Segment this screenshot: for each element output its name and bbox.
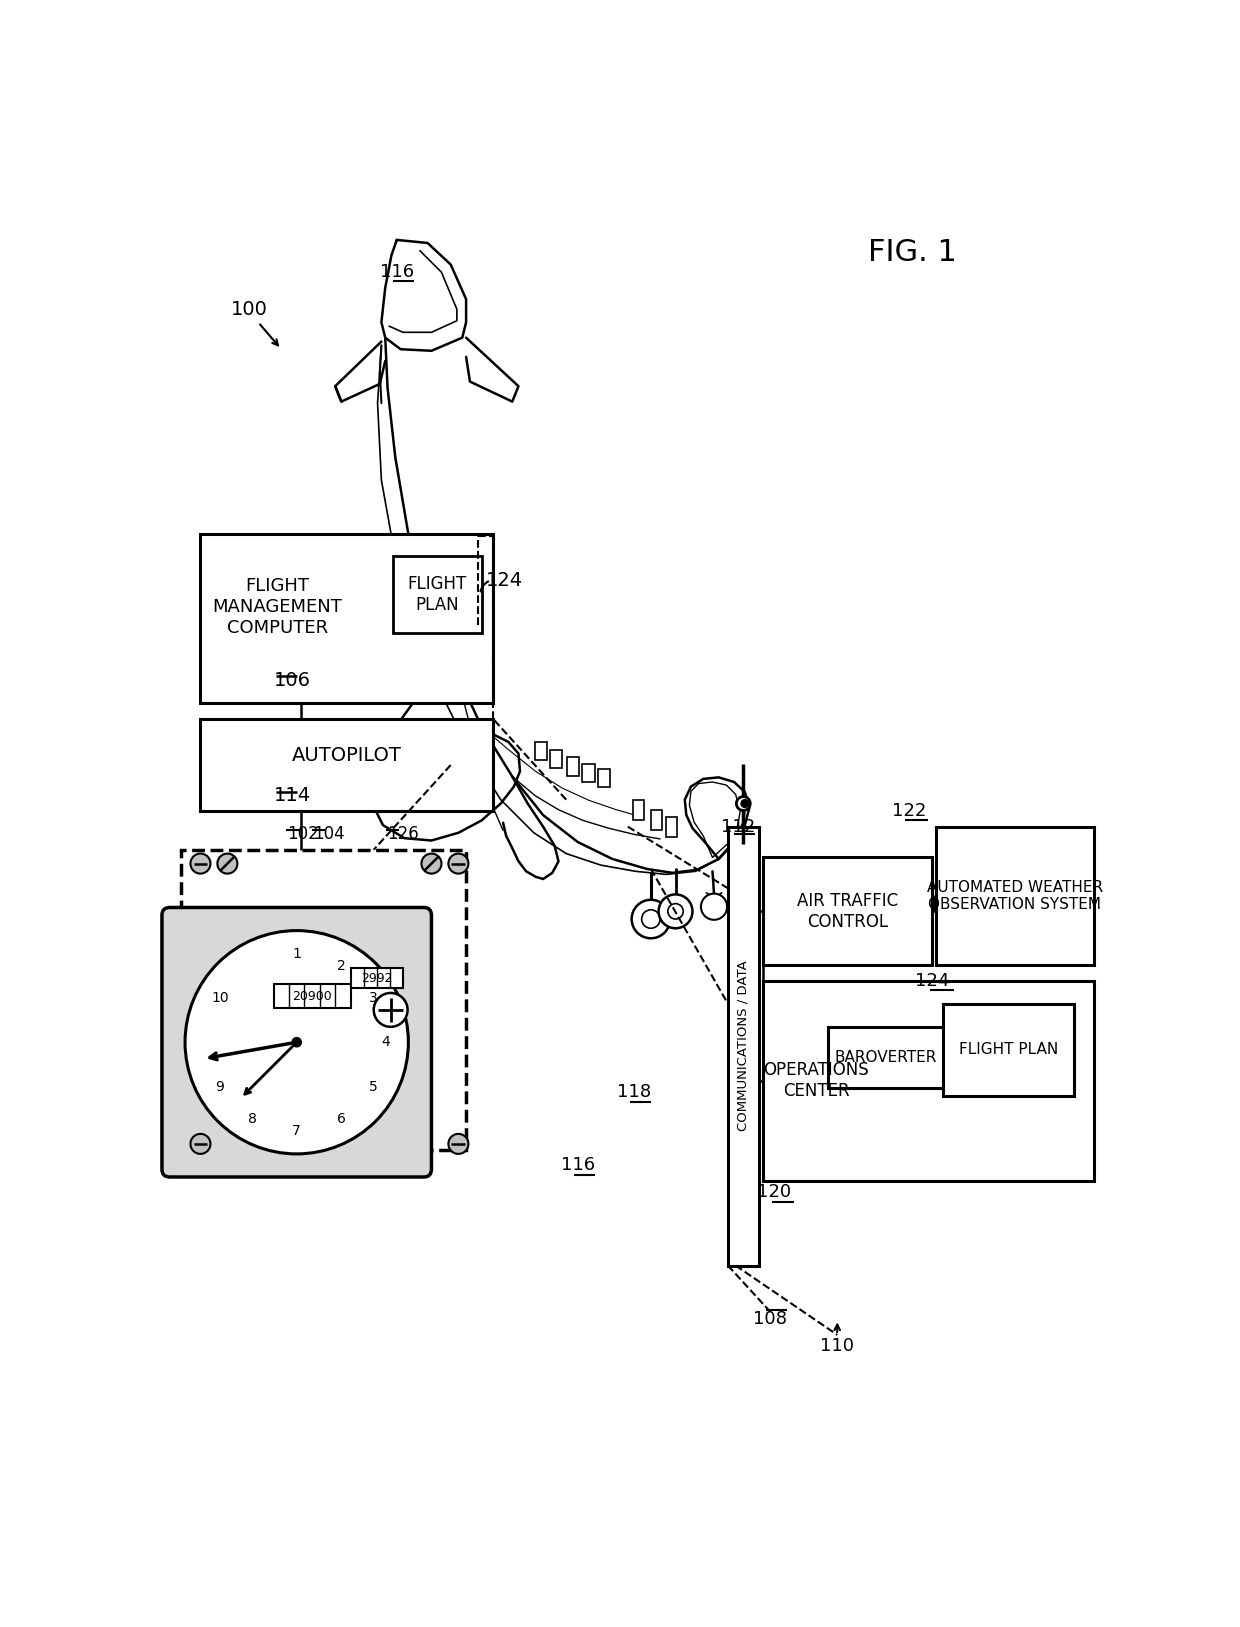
Text: 4: 4 [381, 1035, 389, 1049]
FancyBboxPatch shape [162, 908, 432, 1176]
Text: 124: 124 [915, 971, 949, 989]
Text: BAROVERTER: BAROVERTER [835, 1049, 937, 1066]
Text: 1: 1 [293, 947, 301, 960]
Circle shape [742, 800, 749, 807]
Text: 120: 120 [758, 1183, 791, 1201]
Text: FLIGHT
PLAN: FLIGHT PLAN [408, 574, 466, 613]
Text: AUTOPILOT: AUTOPILOT [291, 747, 402, 765]
Text: 10: 10 [211, 991, 229, 1005]
Bar [551, 750, 563, 768]
Bar [351, 968, 403, 988]
Circle shape [217, 854, 237, 874]
Circle shape [185, 931, 408, 1154]
Circle shape [449, 1134, 469, 1154]
Bar [763, 857, 932, 965]
Bar [274, 984, 351, 1007]
Bar [936, 827, 1094, 965]
Text: 100: 100 [231, 299, 268, 319]
Text: FIG. 1: FIG. 1 [868, 239, 957, 267]
Text: 110: 110 [820, 1337, 854, 1355]
Bar [393, 555, 481, 633]
Circle shape [631, 900, 670, 939]
Bar [181, 849, 466, 1150]
Text: 106: 106 [274, 670, 311, 690]
Text: 116: 116 [560, 1157, 595, 1175]
Text: FLIGHT PLAN: FLIGHT PLAN [960, 1043, 1059, 1058]
Text: 3: 3 [370, 991, 378, 1005]
Bar [201, 534, 494, 703]
Bar [728, 827, 759, 1266]
Bar [534, 742, 547, 760]
Text: 118: 118 [616, 1084, 651, 1101]
Circle shape [701, 893, 727, 919]
Circle shape [293, 1038, 301, 1046]
Circle shape [191, 1134, 211, 1154]
Text: OPERATIONS
CENTER: OPERATIONS CENTER [764, 1061, 869, 1100]
Bar [598, 770, 610, 787]
Text: 116: 116 [379, 264, 414, 281]
Text: 5: 5 [370, 1080, 378, 1093]
Bar [763, 981, 1094, 1181]
Circle shape [422, 854, 441, 874]
Circle shape [641, 909, 660, 929]
Bar [634, 800, 644, 820]
Text: 102: 102 [286, 825, 319, 843]
Text: 108: 108 [753, 1310, 787, 1328]
Text: AUTOMATED WEATHER
OBSERVATION SYSTEM: AUTOMATED WEATHER OBSERVATION SYSTEM [926, 880, 1102, 913]
Text: FLIGHT
MANAGEMENT
COMPUTER: FLIGHT MANAGEMENT COMPUTER [212, 578, 342, 638]
Text: 20900: 20900 [293, 989, 332, 1002]
Text: 2: 2 [336, 958, 346, 973]
Text: AIR TRAFFIC
CONTROL: AIR TRAFFIC CONTROL [796, 892, 898, 931]
Text: 8: 8 [248, 1111, 257, 1126]
Text: 124: 124 [486, 571, 523, 589]
Text: 112: 112 [720, 818, 755, 836]
Bar [567, 757, 579, 776]
Circle shape [658, 895, 692, 929]
Bar [944, 1004, 1074, 1097]
Circle shape [373, 992, 408, 1027]
Text: 9: 9 [216, 1080, 224, 1093]
Bar [651, 810, 662, 830]
Circle shape [737, 797, 750, 810]
Bar [666, 817, 677, 838]
Text: 7: 7 [293, 1124, 301, 1137]
Circle shape [668, 903, 683, 919]
Bar [583, 763, 595, 783]
Text: COMMUNICATIONS / DATA: COMMUNICATIONS / DATA [737, 960, 750, 1131]
Text: 114: 114 [274, 786, 311, 805]
Bar [828, 1027, 944, 1088]
Circle shape [191, 854, 211, 874]
Text: 2992: 2992 [361, 971, 393, 984]
Bar [201, 719, 494, 812]
Text: 126: 126 [387, 825, 419, 843]
Text: 104: 104 [314, 825, 345, 843]
Text: 6: 6 [336, 1111, 346, 1126]
Circle shape [449, 854, 469, 874]
Text: 122: 122 [892, 802, 926, 820]
